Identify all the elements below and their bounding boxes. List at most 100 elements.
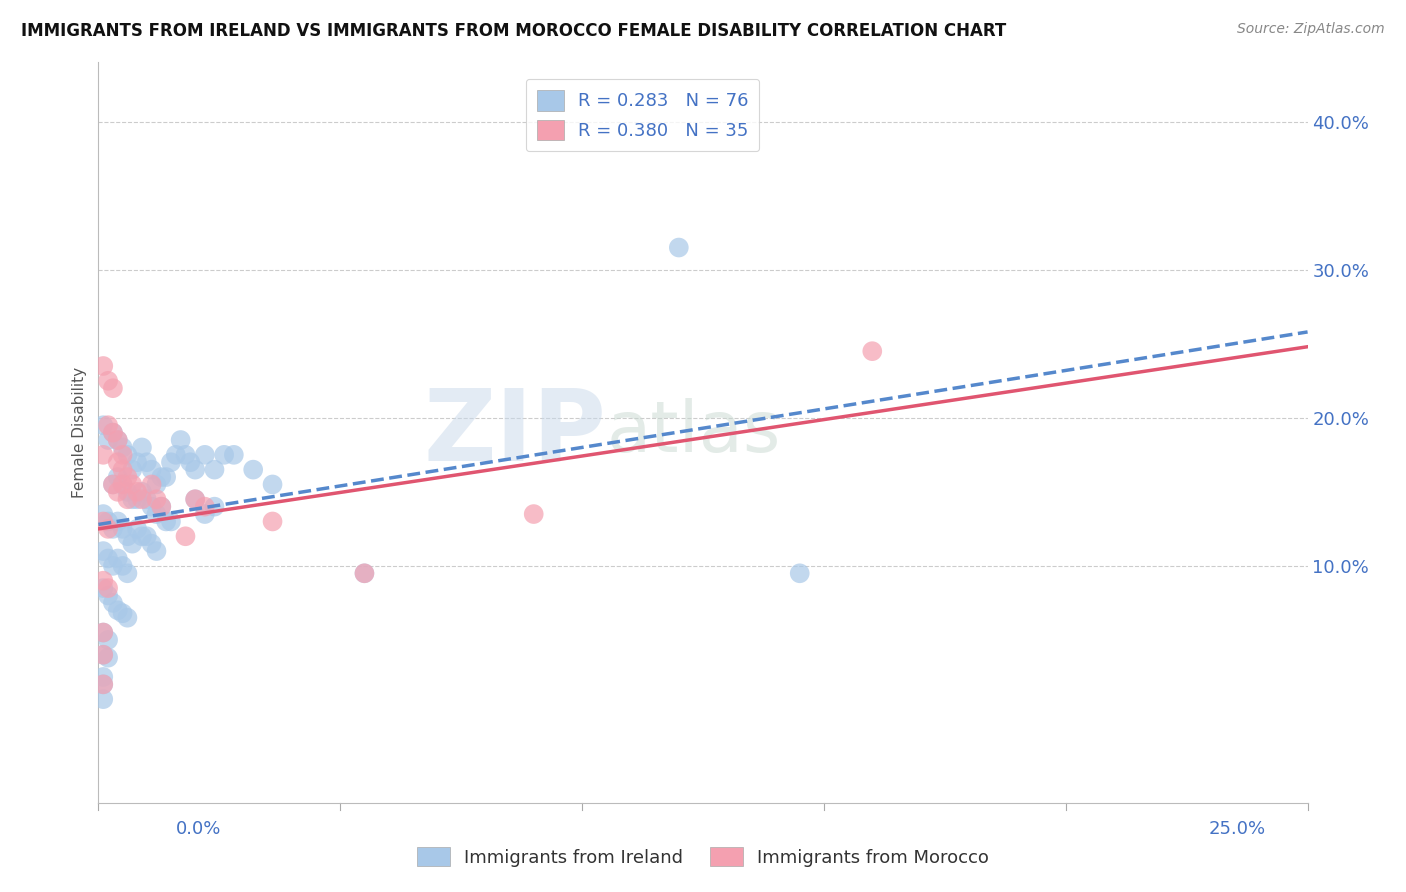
Point — [91, 581, 114, 595]
Point — [262, 477, 284, 491]
Point — [111, 477, 134, 491]
Point — [91, 625, 114, 640]
Point — [174, 529, 197, 543]
Legend: Immigrants from Ireland, Immigrants from Morocco: Immigrants from Ireland, Immigrants from… — [411, 840, 995, 874]
Point — [165, 448, 187, 462]
Point — [194, 507, 217, 521]
Point — [353, 566, 375, 581]
Point — [127, 522, 149, 536]
Point — [145, 507, 167, 521]
Legend: R = 0.283   N = 76, R = 0.380   N = 35: R = 0.283 N = 76, R = 0.380 N = 35 — [526, 78, 759, 152]
Point — [111, 441, 134, 455]
Point — [101, 522, 124, 536]
Point — [97, 515, 120, 529]
Point — [242, 462, 264, 476]
Text: 0.0%: 0.0% — [176, 820, 221, 838]
Point — [91, 574, 114, 588]
Point — [97, 581, 120, 595]
Text: Source: ZipAtlas.com: Source: ZipAtlas.com — [1237, 22, 1385, 37]
Point — [194, 500, 217, 514]
Point — [131, 441, 153, 455]
Point — [97, 589, 120, 603]
Point — [150, 500, 173, 514]
Point — [150, 470, 173, 484]
Point — [160, 515, 183, 529]
Point — [101, 381, 124, 395]
Point — [101, 558, 124, 573]
Point — [121, 492, 143, 507]
Point — [169, 433, 191, 447]
Point — [523, 507, 546, 521]
Point — [117, 448, 139, 462]
Point — [121, 477, 143, 491]
Point — [184, 492, 207, 507]
Point — [107, 551, 129, 566]
Point — [97, 632, 120, 647]
Point — [262, 515, 284, 529]
Point — [668, 240, 690, 255]
Point — [101, 596, 124, 610]
Point — [107, 484, 129, 499]
Point — [91, 625, 114, 640]
Point — [91, 507, 114, 521]
Point — [131, 484, 153, 499]
Point — [117, 470, 139, 484]
Point — [117, 484, 139, 499]
Point — [145, 544, 167, 558]
Point — [117, 529, 139, 543]
Point — [117, 492, 139, 507]
Point — [97, 418, 120, 433]
Point — [135, 492, 157, 507]
Point — [91, 544, 114, 558]
Point — [97, 551, 120, 566]
Point — [91, 692, 114, 706]
Point — [141, 500, 163, 514]
Point — [107, 603, 129, 617]
Text: 25.0%: 25.0% — [1208, 820, 1265, 838]
Point — [179, 455, 201, 469]
Point — [111, 558, 134, 573]
Point — [91, 448, 114, 462]
Point — [107, 433, 129, 447]
Point — [222, 448, 245, 462]
Point — [204, 462, 226, 476]
Point — [101, 425, 124, 440]
Point — [141, 536, 163, 550]
Point — [194, 448, 217, 462]
Point — [107, 470, 129, 484]
Point — [121, 536, 143, 550]
Point — [91, 648, 114, 662]
Point — [860, 344, 883, 359]
Point — [204, 500, 226, 514]
Point — [97, 522, 120, 536]
Point — [145, 477, 167, 491]
Point — [184, 462, 207, 476]
Point — [97, 650, 120, 665]
Point — [111, 607, 134, 621]
Text: atlas: atlas — [606, 398, 780, 467]
Point — [91, 359, 114, 373]
Point — [174, 448, 197, 462]
Point — [160, 455, 183, 469]
Y-axis label: Female Disability: Female Disability — [72, 367, 87, 499]
Point — [101, 425, 124, 440]
Point — [135, 529, 157, 543]
Point — [107, 433, 129, 447]
Point — [184, 492, 207, 507]
Point — [155, 470, 177, 484]
Point — [131, 492, 153, 507]
Point — [111, 522, 134, 536]
Point — [97, 433, 120, 447]
Text: IMMIGRANTS FROM IRELAND VS IMMIGRANTS FROM MOROCCO FEMALE DISABILITY CORRELATION: IMMIGRANTS FROM IRELAND VS IMMIGRANTS FR… — [21, 22, 1007, 40]
Point — [111, 462, 134, 476]
Point — [127, 455, 149, 469]
Point — [107, 515, 129, 529]
Point — [111, 477, 134, 491]
Point — [150, 500, 173, 514]
Point — [91, 515, 114, 529]
Point — [91, 677, 114, 691]
Point — [101, 477, 124, 491]
Point — [789, 566, 811, 581]
Point — [127, 484, 149, 499]
Point — [212, 448, 235, 462]
